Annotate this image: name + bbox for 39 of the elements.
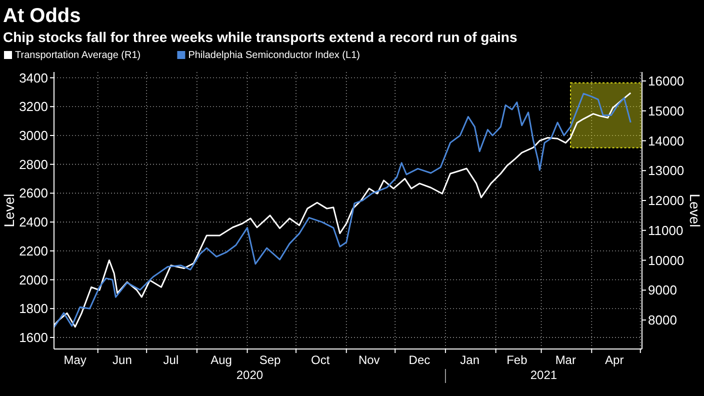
y2-tick-label: 8000 — [648, 312, 677, 328]
y2-tick-label: 14000 — [648, 133, 684, 148]
text: 2020 — [236, 368, 264, 382]
y2-tick-label: 12000 — [648, 193, 684, 208]
y-tick-label: 3000 — [19, 128, 48, 144]
y2-tick-label: 9000 — [648, 282, 677, 298]
y-tick-label: 2200 — [19, 243, 48, 258]
x-tick-label: May — [64, 353, 86, 367]
chart-subtitle: Chip stocks fall for three weeks while transports extend a record run of gains — [3, 29, 518, 45]
x-tick-label: Sep — [259, 353, 282, 367]
y-tick-label: 2000 — [19, 272, 48, 288]
y-tick-label: 2800 — [19, 156, 48, 172]
y2-tick-label: 16000 — [648, 74, 684, 89]
y2-tick-label: 15000 — [648, 103, 684, 118]
y2-tick-label: 13000 — [648, 163, 684, 178]
x-tick-label: Oct — [311, 353, 330, 367]
y-tick-label: 3400 — [19, 70, 48, 86]
x-tick-label: Jan — [460, 353, 480, 367]
x-tick-label: Mar — [555, 353, 576, 367]
y-tick-label: 2600 — [19, 186, 48, 201]
text: 2021 — [530, 368, 558, 382]
x-tick-label: Jul — [163, 353, 179, 367]
x-tick-label: Dec — [408, 353, 430, 367]
y-tick-label: 2400 — [19, 214, 48, 230]
x-tick-label: Aug — [210, 353, 232, 367]
chart-title: At Odds — [3, 5, 81, 27]
x-tick-label: Apr — [605, 353, 624, 367]
y-tick-label: 3200 — [19, 99, 48, 114]
y-tick-label: 1600 — [19, 330, 48, 346]
y-axis-title: Level — [1, 194, 17, 228]
x-tick-label: Jun — [112, 353, 132, 367]
legend-label: Transportation Average (R1) — [15, 50, 141, 61]
y2-tick-label: 11000 — [648, 222, 684, 238]
x-tick-label: Feb — [506, 353, 528, 367]
y2-tick-label: 10000 — [648, 252, 684, 268]
y-tick-label: 1800 — [19, 301, 48, 316]
x-tick-label: Nov — [358, 353, 380, 367]
legend-label: Philadelphia Semiconductor Index (L1) — [188, 50, 360, 61]
y2-axis-title: Level — [687, 194, 703, 228]
